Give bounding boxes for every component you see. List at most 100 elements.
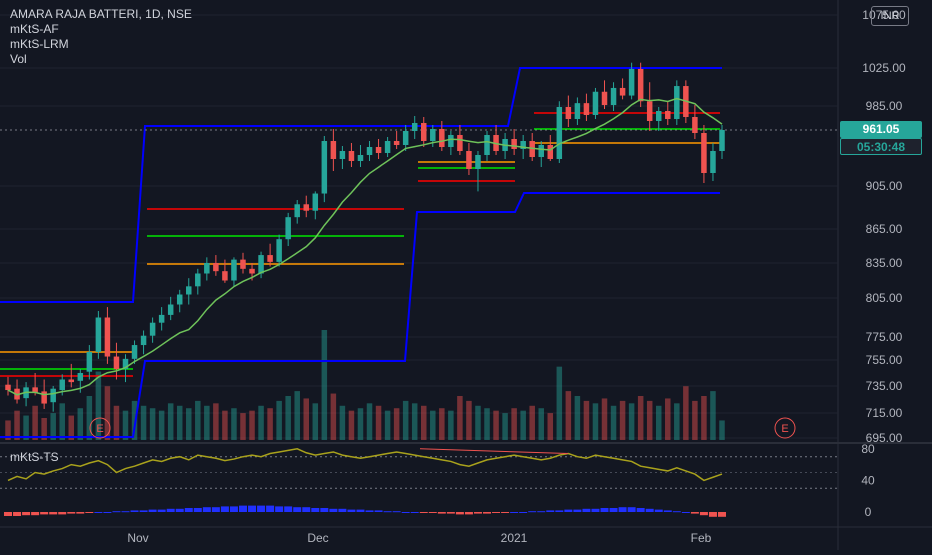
earnings-circle (89, 417, 111, 439)
candle-body (393, 141, 400, 145)
candle-body (276, 239, 282, 262)
volume-bar (303, 398, 310, 440)
histogram-bar (49, 512, 58, 515)
histogram-bar (473, 512, 482, 514)
histogram-bar (320, 508, 329, 512)
candle-body (475, 155, 481, 169)
candle (601, 80, 608, 109)
candle (186, 278, 192, 305)
candle (701, 125, 707, 183)
candle (222, 259, 228, 283)
candle (231, 257, 237, 287)
currency-badge[interactable]: INR (871, 6, 909, 26)
y-tick-label: 775.00 (866, 330, 903, 344)
candle (68, 363, 75, 388)
volume-bar (520, 410, 526, 440)
histogram-bar (681, 512, 690, 513)
candle-body (267, 255, 273, 262)
y-tick-label: 715.00 (866, 406, 903, 420)
volume-bar (610, 405, 617, 440)
candle-body (674, 86, 680, 119)
histogram-bar (537, 511, 546, 513)
legend-indicator-af[interactable]: mKtS-AF (10, 22, 59, 36)
volume-bar (646, 400, 653, 440)
x-tick-label: Feb (691, 531, 712, 545)
histogram-bar (40, 512, 49, 515)
histogram-bar (338, 508, 347, 512)
histogram-bar (464, 512, 473, 515)
volume-bar (529, 405, 535, 440)
volume-bar (204, 405, 210, 440)
volume-bar (258, 405, 264, 440)
histogram-bar (266, 505, 275, 512)
volume-bar (502, 413, 508, 440)
histogram-bar (58, 512, 67, 515)
candle-body (59, 379, 65, 391)
histogram-bar (329, 508, 338, 512)
volume-bar (619, 400, 626, 440)
candle (619, 78, 626, 100)
candle-body (511, 139, 517, 149)
band-upper (0, 67, 722, 303)
candle-body (131, 345, 138, 359)
legend-indicator-lrm[interactable]: mKtS-LRM (10, 37, 69, 51)
histogram-bar (139, 510, 148, 512)
candle (692, 105, 698, 139)
volume-bar (583, 400, 590, 440)
candle-body (158, 314, 165, 323)
candle-body (321, 141, 328, 194)
volume-bar (267, 408, 273, 440)
volume-bar (357, 408, 364, 440)
candle (258, 251, 264, 279)
candle-body (430, 129, 436, 141)
candle-body (249, 268, 255, 274)
volume-bar (393, 408, 400, 440)
candle-body (701, 133, 707, 173)
histogram-bar (564, 509, 573, 512)
candle (646, 82, 653, 131)
histogram-bar (419, 512, 428, 513)
candle-body (592, 91, 599, 115)
volume-bar (556, 366, 563, 440)
candle (294, 199, 300, 224)
band-lower (0, 192, 720, 438)
candle (240, 252, 246, 274)
candle (357, 145, 364, 167)
volume-bar (366, 403, 373, 440)
histogram-bar (76, 512, 85, 514)
candle-body (420, 123, 427, 141)
candle (375, 139, 382, 159)
candle (475, 151, 481, 192)
candle (267, 243, 273, 267)
earnings-letter: E (781, 423, 788, 435)
candle-body (348, 151, 355, 161)
candle-body (402, 131, 409, 145)
histogram-bar (275, 506, 284, 512)
subpane-legend[interactable]: mKtS-TS (10, 450, 59, 464)
y-tick-label: 1075.00 (862, 8, 906, 22)
moving-average-line (7, 97, 723, 396)
candle-body (231, 259, 237, 281)
candle (556, 101, 563, 163)
candle (131, 340, 138, 364)
candle (411, 116, 418, 139)
candle-body (167, 304, 174, 315)
candle-body (610, 87, 617, 106)
candle-body (204, 263, 210, 274)
candle (529, 133, 535, 161)
candle-body (95, 317, 102, 352)
candle (104, 307, 111, 364)
y-tick-label: 805.00 (866, 291, 903, 305)
legend-indicator-vol[interactable]: Vol (10, 52, 27, 66)
volume-bar (538, 408, 544, 440)
symbol-title[interactable]: AMARA RAJA BATTERI, 1D, NSE (10, 7, 192, 21)
histogram-bar (85, 512, 94, 513)
candle-body (547, 145, 554, 159)
volume-bar (420, 405, 427, 440)
candle-body (439, 129, 445, 147)
volume-bar (674, 403, 680, 440)
volume-bar (240, 413, 246, 440)
histogram-bar (618, 507, 627, 512)
